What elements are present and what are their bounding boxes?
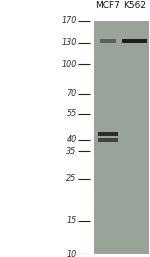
Text: 15: 15 [66,216,77,225]
Bar [98,138,118,142]
Bar [120,21,149,254]
Bar [122,39,147,43]
Text: 40: 40 [66,135,77,144]
Text: K562: K562 [123,1,146,10]
Text: 10: 10 [66,250,77,257]
Text: 130: 130 [61,38,77,47]
Text: 100: 100 [61,60,77,69]
Text: 170: 170 [61,16,77,25]
Text: 35: 35 [66,146,77,155]
Bar [94,21,122,254]
Text: 55: 55 [66,109,77,118]
Bar [98,132,118,136]
Text: MCF7: MCF7 [96,1,120,10]
Text: 70: 70 [66,89,77,98]
Bar [100,39,116,42]
Text: 25: 25 [66,174,77,183]
